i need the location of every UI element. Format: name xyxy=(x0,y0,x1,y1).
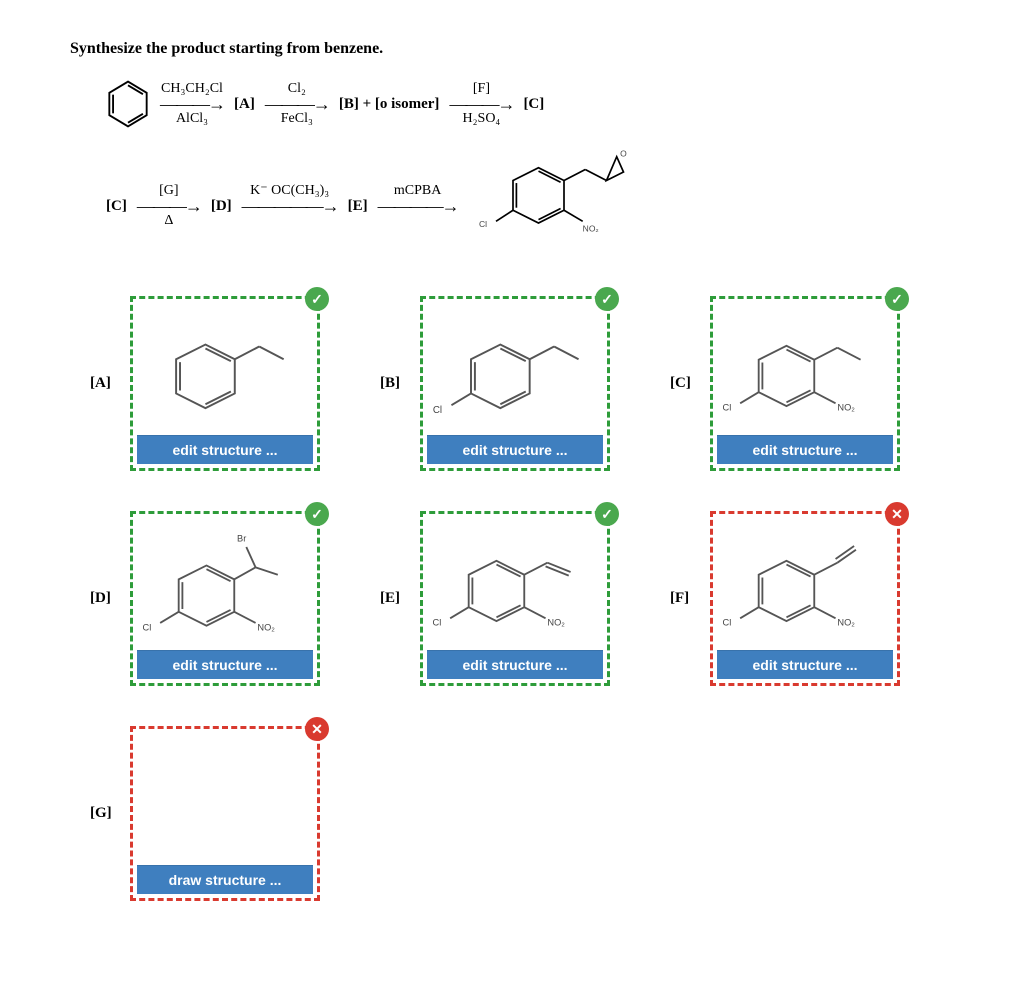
structure-box[interactable]: ✕ draw structure ... xyxy=(130,726,320,901)
edit-structure-button[interactable]: edit structure ... xyxy=(137,435,313,464)
check-icon: ✓ xyxy=(885,287,909,311)
intermediate-D: [D] xyxy=(211,198,232,215)
structure-box[interactable]: ✓ Cl Br NO₂ edit structure ... xyxy=(130,511,320,686)
answer-label: [D] xyxy=(90,590,120,607)
arrow-step2: Cl₂ ———→ FeCl₃ xyxy=(265,81,329,126)
structure-canvas xyxy=(137,733,313,865)
answers-grid: [A] ✓ edit structure ... [B] ✓ Cl edit stru… xyxy=(90,296,954,901)
answer-label: [F] xyxy=(670,590,700,607)
answer-cell-C: [C]✓ ClNO₂ edit structure ... xyxy=(670,296,900,471)
svg-text:NO₂: NO₂ xyxy=(547,618,565,628)
scheme-row-2: [C] [G] ———→ Δ [D] K⁻ OC(CH₃)₃ —————→ [E… xyxy=(100,146,954,266)
structure-canvas: Cl Br NO₂ xyxy=(137,518,313,650)
structure-canvas xyxy=(137,303,313,435)
answer-label: [A] xyxy=(90,375,120,392)
structure-canvas: Cl NO₂ xyxy=(717,303,893,435)
structure-box[interactable]: ✕ ClNO₂ edit structure ... xyxy=(710,511,900,686)
svg-text:NO₂: NO₂ xyxy=(582,224,598,234)
benzene-icon xyxy=(100,76,156,132)
check-icon: ✓ xyxy=(305,287,329,311)
answer-cell-F: [F]✕ ClNO₂ edit structure ... xyxy=(670,511,900,686)
scheme-row-1: CH₃CH₂Cl ———→ AlCl₃ [A] Cl₂ ———→ FeCl₃ [… xyxy=(100,76,954,132)
arrow-step5: K⁻ OC(CH₃)₃ —————→ xyxy=(242,183,338,228)
intermediate-E: [E] xyxy=(348,198,368,215)
x-icon: ✕ xyxy=(885,502,909,526)
edit-structure-button[interactable]: edit structure ... xyxy=(137,650,313,679)
arrow-step1: CH₃CH₂Cl ———→ AlCl₃ xyxy=(160,81,224,126)
answers-row: [D] ✓ Cl Br NO₂ edit structure ... [E] ✓ Cl… xyxy=(90,511,954,686)
x-icon: ✕ xyxy=(305,717,329,741)
svg-text:NO₂: NO₂ xyxy=(257,622,275,632)
check-icon: ✓ xyxy=(595,502,619,526)
answer-cell-A: [A] ✓ edit structure ... xyxy=(90,296,320,471)
check-icon: ✓ xyxy=(595,287,619,311)
structure-box[interactable]: ✓ ClNO₂ edit structure ... xyxy=(710,296,900,471)
structure-canvas: Cl xyxy=(427,303,603,435)
check-icon: ✓ xyxy=(305,502,329,526)
svg-text:Cl: Cl xyxy=(433,405,442,416)
edit-structure-button[interactable]: edit structure ... xyxy=(427,650,603,679)
svg-text:Cl: Cl xyxy=(143,622,152,632)
intermediate-C: [C] xyxy=(523,96,544,113)
answer-cell-G: [G] ✕ draw structure ... xyxy=(90,726,320,901)
svg-text:Cl: Cl xyxy=(479,219,487,229)
answers-row: [G] ✕ draw structure ... xyxy=(90,726,954,901)
structure-box[interactable]: ✓ edit structure ... xyxy=(130,296,320,471)
question-prompt: Synthesize the product starting from ben… xyxy=(70,40,954,58)
answer-label: [E] xyxy=(380,590,410,607)
svg-text:NO₂: NO₂ xyxy=(837,618,855,628)
svg-text:Br: Br xyxy=(237,533,246,543)
structure-box[interactable]: ✓ Cl edit structure ... xyxy=(420,296,610,471)
reaction-scheme: CH₃CH₂Cl ———→ AlCl₃ [A] Cl₂ ———→ FeCl₃ [… xyxy=(100,76,954,266)
structure-canvas: Cl NO₂ xyxy=(427,518,603,650)
intermediate-A: [A] xyxy=(234,96,255,113)
edit-structure-button[interactable]: edit structure ... xyxy=(427,435,603,464)
draw-structure-button[interactable]: draw structure ... xyxy=(137,865,313,894)
edit-structure-button[interactable]: edit structure ... xyxy=(717,650,893,679)
answers-row: [A] ✓ edit structure ... [B] ✓ Cl edit stru… xyxy=(90,296,954,471)
svg-text:Cl: Cl xyxy=(723,403,732,413)
answer-cell-E: [E]✓ ClNO₂ edit structure ... xyxy=(380,511,610,686)
svg-text:NO₂: NO₂ xyxy=(837,403,855,413)
svg-text:Cl: Cl xyxy=(723,618,732,628)
structure-box[interactable]: ✓ ClNO₂ edit structure ... xyxy=(420,511,610,686)
edit-structure-button[interactable]: edit structure ... xyxy=(717,435,893,464)
row2-start: [C] xyxy=(106,198,127,215)
svg-text:O: O xyxy=(620,149,627,159)
answer-label: [B] xyxy=(380,375,410,392)
product-structure: O Cl NO₂ xyxy=(462,146,632,266)
answer-label: [G] xyxy=(90,805,120,822)
answer-cell-B: [B] ✓ Cl edit structure ... xyxy=(380,296,610,471)
answer-label: [C] xyxy=(670,375,700,392)
arrow-step6: mCPBA ————→ xyxy=(378,183,458,228)
svg-text:Cl: Cl xyxy=(433,618,442,628)
structure-canvas: Cl NO₂ xyxy=(717,518,893,650)
arrow-step4: [G] ———→ Δ xyxy=(137,183,201,228)
intermediate-B: [B] + [o isomer] xyxy=(339,96,440,113)
answer-cell-D: [D] ✓ Cl Br NO₂ edit structure ... xyxy=(90,511,320,686)
arrow-step3: [F] ———→ H₂SO₄ xyxy=(449,81,513,126)
